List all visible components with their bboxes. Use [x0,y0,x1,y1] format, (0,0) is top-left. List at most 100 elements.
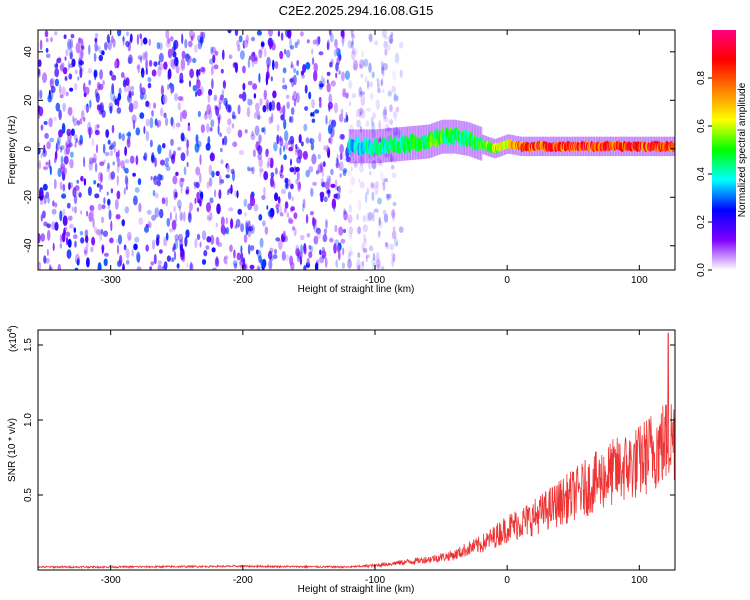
noise-speckle [238,35,243,43]
noise-speckle [47,94,53,103]
noise-speckle [165,117,169,126]
noise-speckle [196,140,202,148]
noise-speckle [124,146,127,157]
noise-speckle [172,175,178,185]
noise-speckle [109,150,113,157]
noise-speckle [322,161,326,168]
noise-speckle [196,233,201,240]
noise-speckle [179,211,183,222]
noise-speckle [199,199,202,207]
noise-speckle [234,62,238,73]
noise-speckle [99,161,105,166]
noise-speckle [372,112,376,119]
noise-speckle [300,234,305,241]
noise-speckle [357,264,361,270]
noise-speckle [298,181,301,190]
noise-speckle [223,97,228,106]
noise-speckle [127,84,131,95]
noise-speckle [351,47,356,55]
noise-speckle [246,106,251,118]
noise-speckle [325,189,331,195]
noise-speckle [157,173,162,182]
noise-speckle [75,42,81,54]
noise-speckle [46,248,49,256]
noise-speckle [175,212,178,223]
noise-speckle [258,157,263,168]
noise-speckle [211,247,216,253]
noise-speckle [189,68,195,79]
noise-speckle [60,62,65,69]
noise-speckle [106,165,110,173]
noise-speckle [163,112,167,119]
noise-speckle [163,261,168,270]
noise-speckle [324,257,328,268]
noise-speckle [86,257,90,268]
noise-speckle [253,203,259,212]
noise-speckle [38,160,42,170]
noise-speckle [376,257,381,269]
noise-speckle [361,50,365,58]
noise-speckle [268,30,273,37]
noise-speckle [80,45,85,51]
noise-speckle [180,152,186,162]
noise-speckle [166,255,171,262]
noise-speckle [280,114,285,121]
noise-speckle [341,71,345,82]
noise-speckle [93,52,97,63]
noise-speckle [363,233,366,244]
noise-speckle [173,243,176,251]
noise-speckle [316,229,322,240]
noise-speckle [394,126,399,135]
noise-speckle [378,220,383,229]
noise-speckle [95,92,100,103]
noise-speckle [329,32,334,43]
noise-speckle [107,39,112,51]
noise-speckle [335,72,338,78]
noise-speckle [333,49,337,57]
noise-speckle [383,106,388,116]
noise-speckle [57,57,62,64]
noise-speckle [55,102,61,112]
noise-speckle [292,226,295,231]
noise-speckle [305,214,309,224]
noise-speckle [357,226,361,235]
noise-speckle [42,210,46,219]
colorbar-tick-label: 0.4 [696,167,707,181]
noise-speckle [353,59,358,71]
noise-speckle [398,226,404,233]
noise-speckle [94,162,98,173]
noise-speckle [342,88,347,93]
noise-speckle [347,214,353,224]
noise-speckle [203,250,208,257]
noise-speckle [167,68,172,80]
noise-speckle [261,258,267,268]
noise-speckle [326,39,330,50]
noise-speckle [79,231,84,236]
noise-speckle [124,175,128,186]
noise-speckle [251,130,255,137]
noise-speckle [288,218,294,224]
noise-speckle [212,54,216,64]
noise-speckle [355,109,359,120]
noise-speckle [263,126,266,135]
noise-speckle [110,188,114,194]
noise-speckle [214,50,219,56]
noise-speckle [384,241,388,248]
noise-speckle [295,178,299,185]
noise-speckle [296,39,300,45]
noise-speckle [89,99,92,109]
noise-speckle [237,129,243,138]
noise-speckle [120,220,125,226]
noise-speckle [237,44,241,52]
noise-speckle [194,238,198,249]
noise-speckle [290,139,294,151]
noise-speckle [73,234,78,240]
noise-speckle [153,253,157,265]
x-tick-label: -100 [365,575,385,586]
noise-speckle [218,189,222,200]
noise-speckle [97,203,102,211]
noise-speckle [68,73,73,80]
noise-speckle [124,167,129,174]
noise-speckle [177,146,182,151]
noise-speckle [267,210,272,217]
